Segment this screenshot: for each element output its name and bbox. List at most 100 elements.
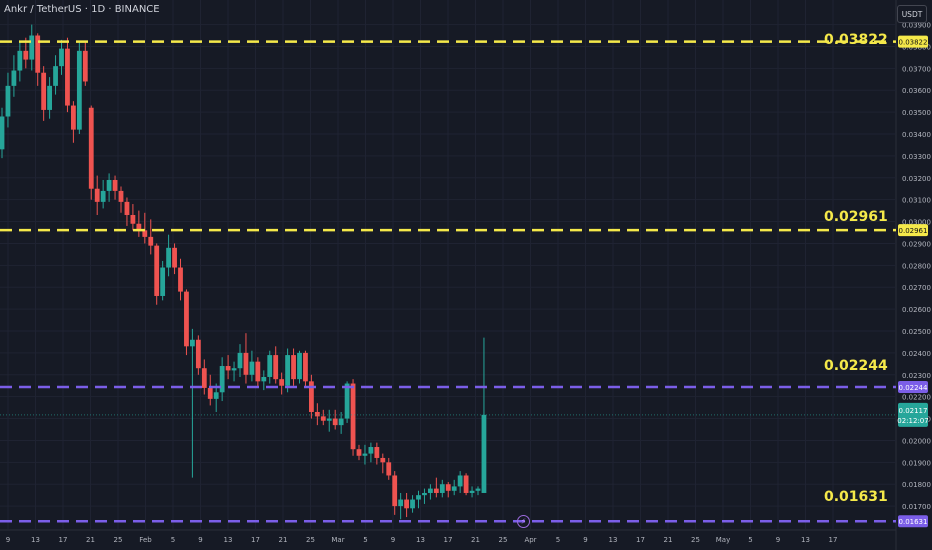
candle-body [285, 355, 290, 386]
x-tick-label: 17 [251, 536, 260, 544]
x-tick-label: 9 [391, 536, 395, 544]
y-tick-label: 0.03000 [902, 219, 931, 227]
y-tick-label: 0.02200 [902, 394, 931, 402]
candle-body [47, 85, 52, 110]
candle-body [195, 339, 201, 369]
candle-body [148, 236, 154, 246]
y-tick-label: 0.03500 [902, 109, 931, 117]
y-tick-label: 0.02400 [902, 350, 931, 358]
x-tick-label: 5 [171, 536, 175, 544]
candle-body [422, 492, 427, 496]
y-tick-label: 0.03600 [902, 87, 931, 95]
candle-body [76, 50, 82, 130]
candle-body [172, 247, 177, 268]
candle-body [231, 368, 237, 371]
candle-body [29, 35, 35, 60]
candle-body [0, 116, 5, 150]
candle-body [380, 457, 386, 463]
x-tick-label: 13 [224, 536, 233, 544]
candle-body [481, 414, 487, 493]
candle-body [166, 247, 171, 268]
candle-body [332, 418, 338, 426]
y-tick-label: 0.02600 [902, 306, 931, 314]
x-tick-label: 17 [636, 536, 645, 544]
candle-body [35, 35, 41, 73]
x-tick-label: 13 [609, 536, 618, 544]
currency-button[interactable]: USDT [897, 5, 927, 23]
candle-body [392, 475, 398, 507]
y-tick-label: 0.03200 [902, 175, 931, 183]
candle-body [237, 352, 243, 369]
candle-body [457, 475, 463, 487]
level-label-4: 0.01631 [824, 489, 888, 505]
candle-body [309, 381, 314, 412]
candle-body [5, 85, 11, 117]
candle-body [451, 486, 457, 491]
symbol-title[interactable]: Ankr / TetherUS · 1D · BINANCE [4, 4, 160, 15]
candle-body [297, 352, 302, 380]
price-axis [896, 0, 932, 550]
y-tick-label: 0.02000 [902, 437, 931, 445]
candle-body [386, 462, 392, 476]
x-tick-label: 25 [306, 536, 315, 544]
candle-body [17, 50, 23, 71]
candle-body [184, 291, 189, 347]
candle-body [82, 50, 88, 82]
x-tick-label: 5 [748, 536, 752, 544]
candle-body [71, 105, 76, 130]
candle-body [267, 355, 273, 377]
y-tick-label: 0.02300 [902, 372, 931, 380]
candle-body [303, 352, 308, 382]
candle-body [439, 484, 445, 493]
candle-body [255, 361, 261, 382]
candle-body [136, 223, 142, 231]
candle-body [469, 490, 475, 493]
candle-body [130, 214, 136, 224]
candle-body [350, 383, 356, 450]
candle-body [362, 453, 368, 456]
x-tick-label: 21 [279, 536, 288, 544]
candle-body [261, 376, 267, 382]
y-tick-label: 0.03900 [902, 22, 931, 30]
level-price-tag [898, 381, 928, 394]
candle-body [154, 245, 160, 296]
x-tick-label: 25 [499, 536, 508, 544]
y-tick-label: 0.01900 [902, 459, 931, 467]
x-tick-label: 21 [664, 536, 673, 544]
candle-body [291, 355, 296, 380]
y-tick-label: 0.03700 [902, 65, 931, 73]
level-label-1: 0.03822 [824, 32, 888, 48]
candle-body [320, 416, 326, 421]
candle-body [178, 267, 183, 292]
level-price-tag-label: 0.02961 [899, 227, 928, 235]
candle-body [368, 447, 374, 454]
candle-body [428, 488, 433, 493]
candle-body [445, 484, 451, 491]
y-tick-label: 0.01800 [902, 481, 931, 489]
candle-body [404, 499, 409, 509]
candle-body [160, 267, 166, 296]
candle-body [433, 488, 439, 493]
y-tick-label: 0.02800 [902, 262, 931, 270]
y-tick-label: 0.03400 [902, 131, 931, 139]
level-label-3: 0.02244 [824, 358, 888, 374]
x-tick-label: 21 [86, 536, 95, 544]
candle-body [142, 230, 148, 237]
candle-body [475, 488, 481, 491]
candle-body [53, 66, 58, 86]
x-tick-label: 9 [776, 536, 780, 544]
lightning-icon[interactable]: ⚡ [517, 515, 530, 528]
candle-body [94, 188, 100, 202]
level-price-tag-label: 0.01631 [899, 518, 928, 526]
level-price-tag [898, 35, 928, 48]
candle-body [59, 48, 64, 67]
candle-body [219, 366, 225, 393]
candle-body [118, 190, 124, 202]
x-tick-label: Mar [331, 536, 344, 544]
x-tick-label: 17 [59, 536, 68, 544]
y-tick-label: 0.03100 [902, 197, 931, 205]
x-tick-label: 21 [471, 536, 480, 544]
candle-body [338, 418, 344, 426]
candle-body [243, 352, 249, 375]
